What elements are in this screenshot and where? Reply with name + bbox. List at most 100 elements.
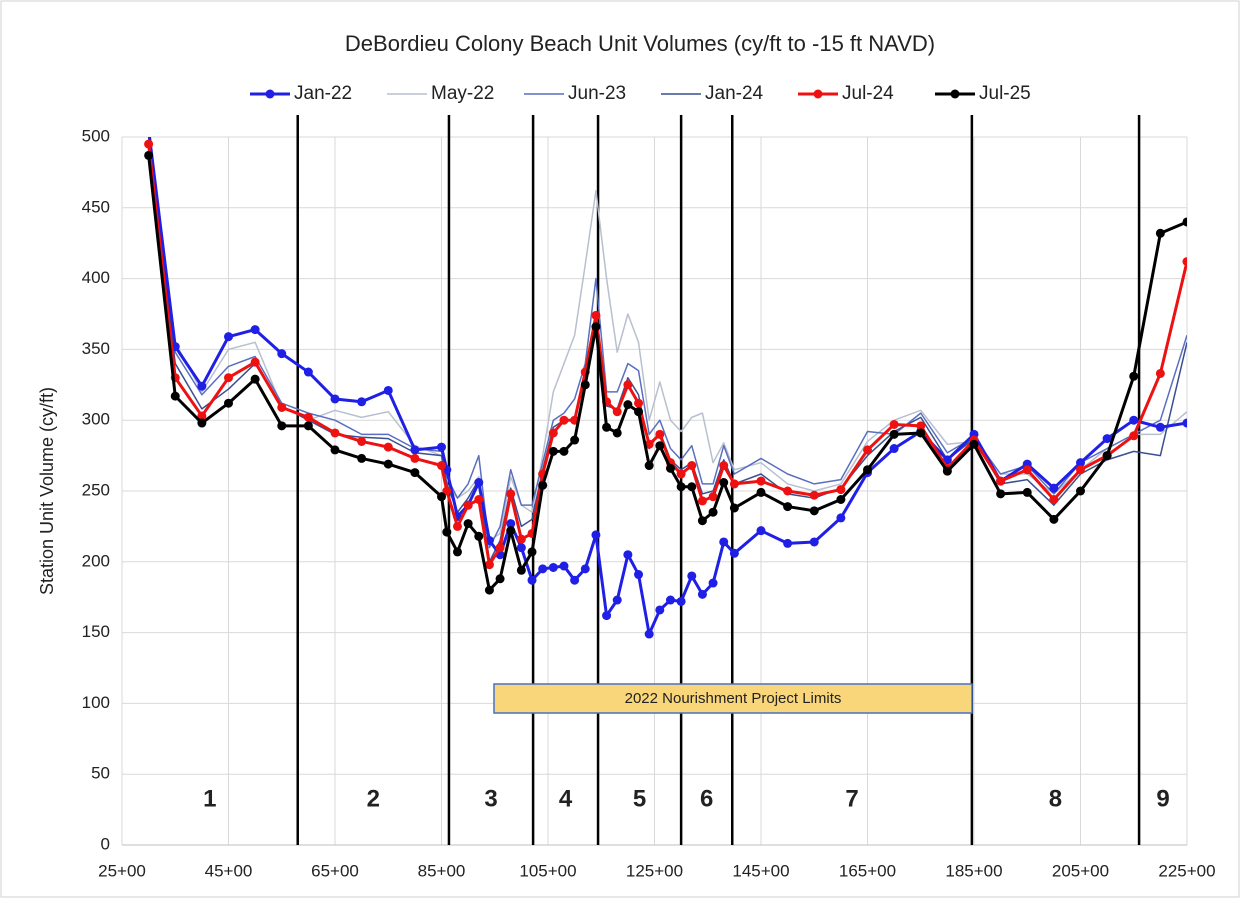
series-marker bbox=[250, 374, 260, 384]
legend-label: Jul-24 bbox=[842, 83, 894, 104]
series-marker bbox=[623, 400, 633, 410]
series-marker bbox=[559, 415, 569, 425]
series-marker bbox=[889, 419, 899, 429]
series-marker bbox=[303, 421, 313, 431]
series-marker bbox=[250, 325, 260, 335]
annotation-text: 2022 Nourishment Project Limits bbox=[625, 690, 842, 707]
series-marker bbox=[437, 461, 446, 471]
series-marker bbox=[756, 476, 766, 486]
series-marker bbox=[516, 543, 526, 553]
series-marker bbox=[224, 332, 233, 342]
series-marker bbox=[729, 548, 739, 558]
y-tick-label: 450 bbox=[82, 197, 110, 216]
series-marker bbox=[144, 139, 154, 149]
series-marker bbox=[687, 571, 697, 581]
series-marker bbox=[383, 459, 393, 469]
series-marker bbox=[144, 150, 154, 160]
series-marker bbox=[1076, 465, 1085, 475]
series-marker bbox=[452, 521, 462, 531]
series-marker bbox=[474, 531, 484, 541]
series-marker bbox=[506, 526, 516, 536]
zone-label: 2 bbox=[367, 785, 380, 812]
series-marker bbox=[442, 527, 452, 537]
series-marker bbox=[463, 519, 473, 529]
series-marker bbox=[548, 446, 558, 456]
x-tick-label: 125+00 bbox=[626, 861, 683, 880]
series-marker bbox=[1155, 368, 1165, 378]
series-marker bbox=[634, 570, 644, 580]
series-marker bbox=[580, 380, 590, 390]
series-marker bbox=[357, 397, 367, 407]
series-marker bbox=[1129, 371, 1139, 381]
series-marker bbox=[942, 466, 952, 476]
series-marker bbox=[437, 492, 446, 502]
series-marker bbox=[474, 478, 484, 488]
y-axis-label: Station Unit Volume (cy/ft) bbox=[37, 387, 57, 595]
x-tick-label: 65+00 bbox=[311, 861, 359, 880]
series-marker bbox=[634, 407, 644, 417]
y-tick-label: 50 bbox=[91, 764, 110, 783]
x-tick-label: 205+00 bbox=[1052, 861, 1109, 880]
series-marker bbox=[612, 407, 622, 417]
series-marker bbox=[506, 519, 516, 529]
x-tick-label: 45+00 bbox=[205, 861, 253, 880]
series-marker bbox=[516, 534, 526, 544]
series-marker bbox=[452, 547, 462, 557]
series-marker bbox=[729, 503, 739, 513]
series-marker bbox=[224, 373, 233, 383]
series-marker bbox=[197, 381, 207, 391]
series-marker bbox=[277, 421, 287, 431]
series-marker bbox=[783, 502, 793, 512]
series-marker bbox=[655, 441, 665, 451]
series-marker bbox=[437, 442, 446, 452]
series-marker bbox=[916, 428, 926, 438]
series-marker bbox=[591, 530, 601, 540]
y-tick-label: 200 bbox=[82, 551, 110, 570]
zone-label: 8 bbox=[1049, 785, 1062, 812]
series-marker bbox=[495, 543, 505, 553]
series-marker bbox=[495, 574, 505, 584]
series-marker bbox=[591, 322, 601, 332]
series-marker bbox=[809, 490, 819, 500]
y-tick-label: 350 bbox=[82, 339, 110, 358]
series-marker bbox=[889, 444, 899, 454]
legend-marker bbox=[813, 89, 823, 99]
series-marker bbox=[527, 547, 537, 557]
series-marker bbox=[1049, 514, 1059, 524]
series-marker bbox=[484, 585, 494, 595]
series-marker bbox=[548, 562, 558, 572]
series-marker bbox=[277, 349, 287, 359]
y-tick-label: 300 bbox=[82, 410, 110, 429]
series-marker bbox=[463, 500, 473, 510]
series-marker bbox=[538, 480, 548, 490]
series-marker bbox=[863, 445, 872, 455]
series-marker bbox=[357, 453, 367, 463]
series-marker bbox=[1102, 451, 1112, 461]
series-marker bbox=[836, 485, 846, 495]
series-marker bbox=[996, 489, 1006, 499]
series-marker bbox=[591, 310, 601, 320]
series-marker bbox=[687, 461, 697, 471]
series-marker bbox=[889, 429, 899, 439]
series-marker bbox=[410, 453, 420, 463]
series-marker bbox=[996, 476, 1006, 486]
series-marker bbox=[634, 398, 644, 408]
legend-label: Jan-22 bbox=[294, 83, 352, 104]
series-marker bbox=[623, 380, 633, 390]
series-marker bbox=[1129, 431, 1139, 441]
series-marker bbox=[383, 442, 393, 452]
series-marker bbox=[602, 611, 612, 621]
series-marker bbox=[1102, 434, 1112, 444]
zone-label: 6 bbox=[700, 785, 713, 812]
series-marker bbox=[623, 550, 633, 560]
series-marker bbox=[655, 429, 665, 439]
series-marker bbox=[548, 428, 558, 438]
series-marker bbox=[410, 445, 420, 455]
series-marker bbox=[644, 629, 654, 639]
annotation-box bbox=[493, 683, 973, 714]
series-marker bbox=[538, 564, 548, 574]
legend: Jan-22 May-22 Jun-23 Jan-24 Jul-24 Jul-25 bbox=[250, 83, 1031, 104]
series-marker bbox=[224, 398, 233, 408]
series-marker bbox=[527, 575, 537, 585]
series-marker bbox=[687, 482, 697, 492]
